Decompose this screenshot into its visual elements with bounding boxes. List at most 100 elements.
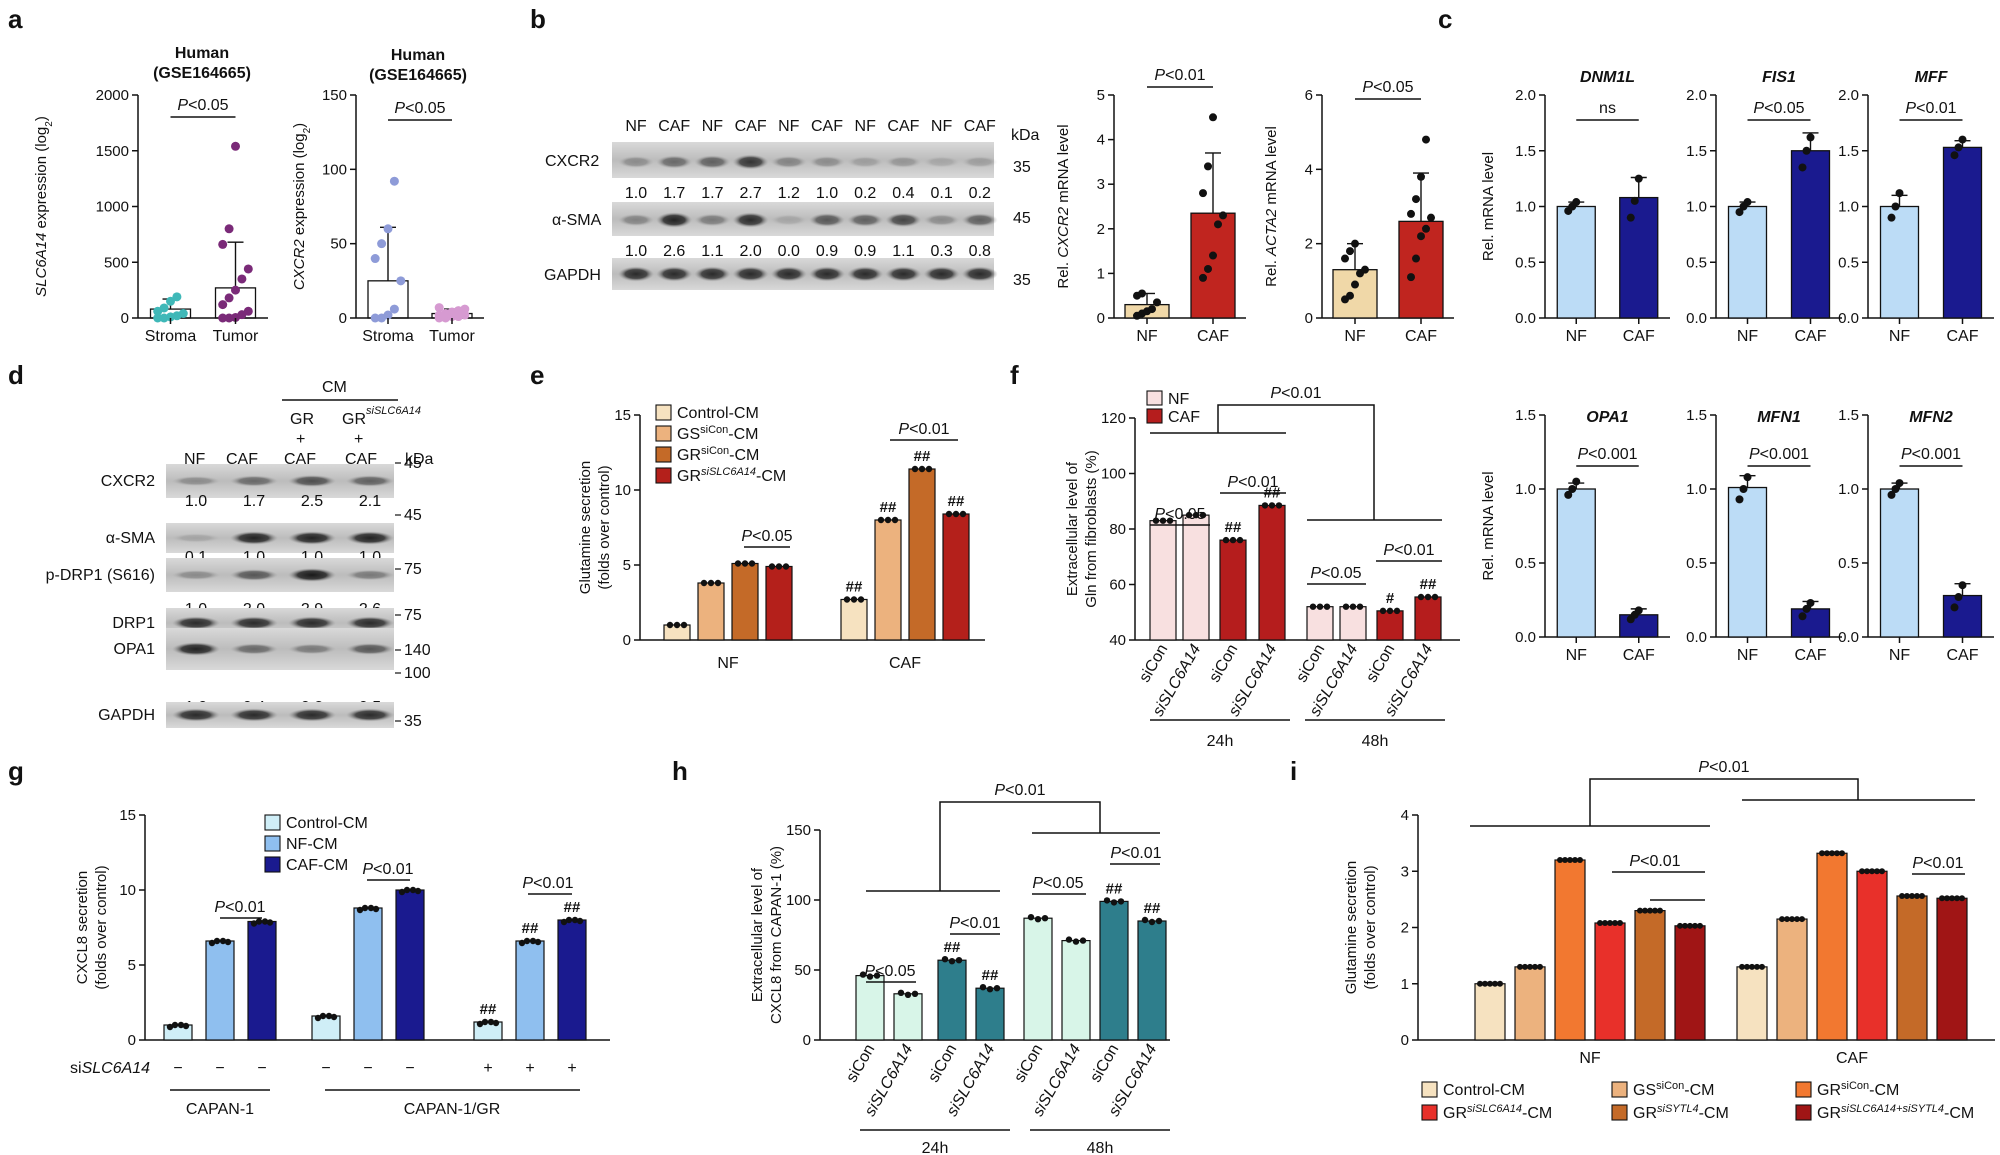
data-point — [250, 920, 258, 927]
data-point — [850, 596, 858, 603]
blot-b-cxcr2-quant: 0.2 — [854, 185, 876, 202]
data-point — [1802, 146, 1811, 155]
blot-b-band — [770, 266, 807, 282]
legend-part: GR — [1443, 1105, 1467, 1122]
blot-b-cxcr2-quant: 1.7 — [701, 185, 723, 202]
p-rest: <0.05 — [1165, 506, 1206, 523]
data-point — [1316, 603, 1324, 610]
chart-c2: 0.0 0.5 1.0 1.5 2.0 NF CAF P<0.05 FIS1 — [1686, 69, 1842, 345]
blot-b-band — [694, 213, 731, 227]
chart-a2: 0 50 100 150 CXCR2 expression (log2) Stroma Tu… — [291, 87, 484, 345]
legend-swatch — [1146, 408, 1163, 424]
blot-d-band — [172, 533, 220, 543]
legend-swatch — [264, 835, 281, 852]
p-rest: <0.01 — [1709, 759, 1750, 776]
x-tick-label: Stroma — [362, 328, 414, 345]
data-point — [1229, 536, 1237, 544]
data-point — [1682, 922, 1688, 929]
data-point — [925, 465, 933, 473]
blot-d-band — [172, 570, 220, 580]
data-point — [1199, 273, 1207, 282]
y-axis-label-part: Rel. — [1055, 258, 1072, 289]
legend-part: -CM — [729, 447, 759, 464]
data-point — [1577, 857, 1583, 863]
data-point — [1839, 850, 1845, 857]
data-point — [1572, 857, 1578, 863]
y-tick-label: 50 — [794, 962, 811, 979]
data-point — [741, 560, 749, 567]
data-point — [1209, 113, 1217, 122]
data-point — [414, 887, 422, 895]
p-italic: P — [1270, 385, 1281, 402]
data-point — [1522, 963, 1528, 970]
data-point — [1874, 868, 1880, 875]
blot-b-lane-label: NF — [855, 118, 877, 135]
y-tick-label: 0 — [121, 310, 129, 327]
data-point — [1950, 603, 1959, 612]
y-axis-label-part: 2 — [302, 127, 313, 133]
data-point — [1806, 133, 1815, 142]
data-point — [1379, 607, 1387, 615]
y-tick-label: 0.0 — [1515, 629, 1536, 646]
data-point — [261, 918, 269, 925]
x-tick-label: NF — [1889, 647, 1911, 664]
bar — [975, 987, 1005, 1041]
blot-b-band — [732, 266, 769, 282]
hash-mark: ## — [846, 579, 863, 596]
bar — [247, 920, 277, 1041]
blot-d-lane-4: GR siSLC6A14 + CAF — [342, 405, 421, 468]
y-tick-label: 0.0 — [1838, 310, 1859, 327]
data-point — [1647, 907, 1653, 914]
blot-b-cxcr2-quant: 1.0 — [816, 185, 838, 202]
x-tick-label: Tumor — [429, 328, 475, 345]
p-rest: <0.01 — [1165, 67, 1206, 84]
blot-b-lane-label: NF — [931, 118, 953, 135]
data-point — [1222, 536, 1230, 544]
x-tick-label: CAF — [1795, 647, 1827, 664]
data-point — [1794, 916, 1800, 923]
y-tick-label: 0.5 — [1686, 555, 1707, 572]
p-italic: P — [1032, 875, 1043, 892]
data-point — [1869, 868, 1875, 875]
p-value-label: P<0.05 — [741, 528, 792, 545]
y-tick-label: 4 — [1401, 807, 1409, 824]
bar — [1856, 870, 1888, 1041]
y-tick-label: 10 — [614, 482, 631, 499]
blot-d-band — [230, 475, 278, 487]
blot-b-asma-quant: 0.8 — [969, 243, 991, 260]
blot-b-band — [847, 156, 884, 168]
data-point — [1275, 502, 1283, 509]
svg-text:GR: GR — [290, 411, 314, 428]
data-point — [1617, 920, 1623, 926]
data-point — [1199, 511, 1207, 519]
p-italic: P — [1310, 565, 1321, 582]
p-rest: <0.001 — [1760, 446, 1809, 463]
data-point — [1602, 920, 1608, 926]
y-tick-label: 1000 — [96, 199, 129, 216]
y-tick-label: 0.5 — [1515, 254, 1536, 271]
y-tick-label: 0.0 — [1686, 310, 1707, 327]
hash-mark: ## — [480, 1001, 497, 1018]
data-point — [1954, 143, 1963, 152]
y-axis-label: Rel. CXCR2 mRNA level — [1055, 124, 1072, 288]
p-value-label: P<0.01 — [949, 915, 1000, 932]
data-point — [891, 516, 899, 524]
data-point — [993, 985, 1001, 992]
data-point — [680, 621, 688, 629]
data-point — [409, 886, 417, 894]
y-tick-label: 0 — [128, 1032, 136, 1049]
data-point — [1159, 517, 1167, 524]
x-tick-label: siCon — [843, 1042, 878, 1086]
legend-swatch — [1611, 1081, 1628, 1098]
x-tick-label: NF — [1737, 647, 1759, 664]
chart-b2: 0 2 4 6 Rel. ACTA2 mRNA level NF CAF P<0.05 — [1263, 79, 1454, 345]
y-axis-label: Extracellular level of — [749, 867, 766, 1002]
blot-b-asma-quant: 0.0 — [778, 243, 800, 260]
blot-b-lane-label: CAF — [964, 118, 996, 135]
legend-part: GR — [1817, 1082, 1841, 1099]
data-point — [1034, 916, 1042, 923]
p-rest: <0.05 — [1043, 875, 1084, 892]
data-point — [1417, 232, 1425, 241]
data-point — [1309, 603, 1317, 610]
data-point — [560, 918, 568, 926]
